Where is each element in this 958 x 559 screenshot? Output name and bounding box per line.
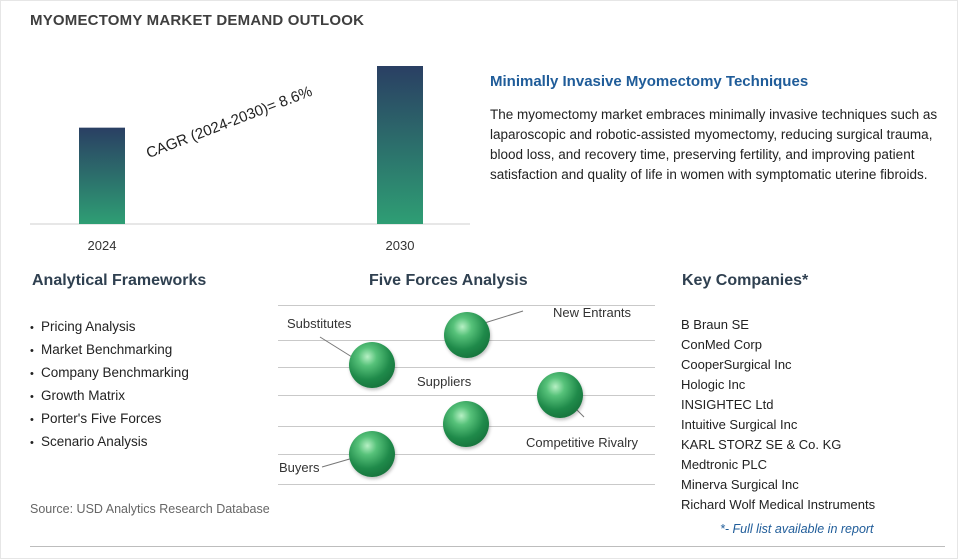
frameworks-item: • Scenario Analysis: [30, 431, 189, 454]
description-text: The myomectomy market embraces minimally…: [490, 107, 938, 182]
buyers-sphere-icon: [349, 431, 395, 477]
competitive-rivalry-sphere-icon: [537, 372, 583, 418]
frameworks-item: • Growth Matrix: [30, 385, 189, 408]
divider-line: [278, 395, 655, 396]
company-item: Medtronic PLC: [681, 457, 767, 472]
bullet-icon: •: [30, 414, 34, 426]
companies-title: Key Companies*: [682, 272, 809, 289]
new-entrants-sphere-icon: [444, 312, 490, 358]
substitutes-sphere-icon: [349, 342, 395, 388]
frameworks-item: • Pricing Analysis: [30, 316, 189, 339]
bullet-icon: •: [30, 368, 34, 380]
company-item: ConMed Corp: [681, 337, 762, 352]
suppliers-sphere-icon: [443, 401, 489, 447]
company-item: Hologic Inc: [681, 377, 746, 392]
frameworks-title: Analytical Frameworks: [32, 272, 207, 289]
divider-line: [278, 454, 655, 455]
source-note: Source: USD Analytics Research Database: [30, 502, 270, 516]
substitutes-label: Substitutes: [287, 316, 352, 331]
company-item: KARL STORZ SE & Co. KG: [681, 437, 842, 452]
company-item: Richard Wolf Medical Instruments: [681, 497, 876, 512]
bullet-icon: •: [30, 437, 34, 449]
page-title: MYOMECTOMY MARKET DEMAND OUTLOOK: [30, 12, 365, 29]
description-title: Minimally Invasive Myomectomy Techniques: [490, 73, 809, 90]
suppliers-label: Suppliers: [417, 374, 472, 389]
frameworks-item: • Company Benchmarking: [30, 362, 189, 385]
divider-line: [278, 484, 655, 485]
company-item: CooperSurgical Inc: [681, 357, 792, 372]
bullet-icon: •: [30, 345, 34, 357]
bottom-divider: [30, 546, 945, 547]
company-item: INSIGHTEC Ltd: [681, 397, 774, 412]
company-item: Intuitive Surgical Inc: [681, 417, 798, 432]
buyers-label: Buyers: [279, 460, 320, 475]
frameworks-item: • Porter's Five Forces: [30, 408, 189, 431]
company-item: B Braun SE: [681, 317, 749, 332]
companies-footnote: *- Full list available in report: [720, 522, 874, 536]
divider-line: [278, 305, 655, 306]
x-tick-label: 2030: [386, 238, 415, 253]
companies-list: B Braun SE ConMed Corp CooperSurgical In…: [681, 315, 875, 515]
bullet-icon: •: [30, 322, 34, 334]
bar-2024: [79, 127, 125, 224]
company-item: Minerva Surgical Inc: [681, 477, 799, 492]
bullet-icon: •: [30, 391, 34, 403]
bar-2030: [377, 66, 423, 224]
frameworks-item: • Market Benchmarking: [30, 339, 189, 362]
competitive-rivalry-label: Competitive Rivalry: [526, 435, 638, 450]
frameworks-list: • Pricing Analysis • Market Benchmarking •…: [30, 316, 189, 454]
new-entrants-label: New Entrants: [553, 305, 632, 320]
x-tick-label: 2024: [88, 238, 117, 253]
bar-chart: 2024 2030: [30, 66, 470, 253]
five-forces-title: Five Forces Analysis: [369, 272, 528, 289]
divider-line: [278, 367, 655, 368]
